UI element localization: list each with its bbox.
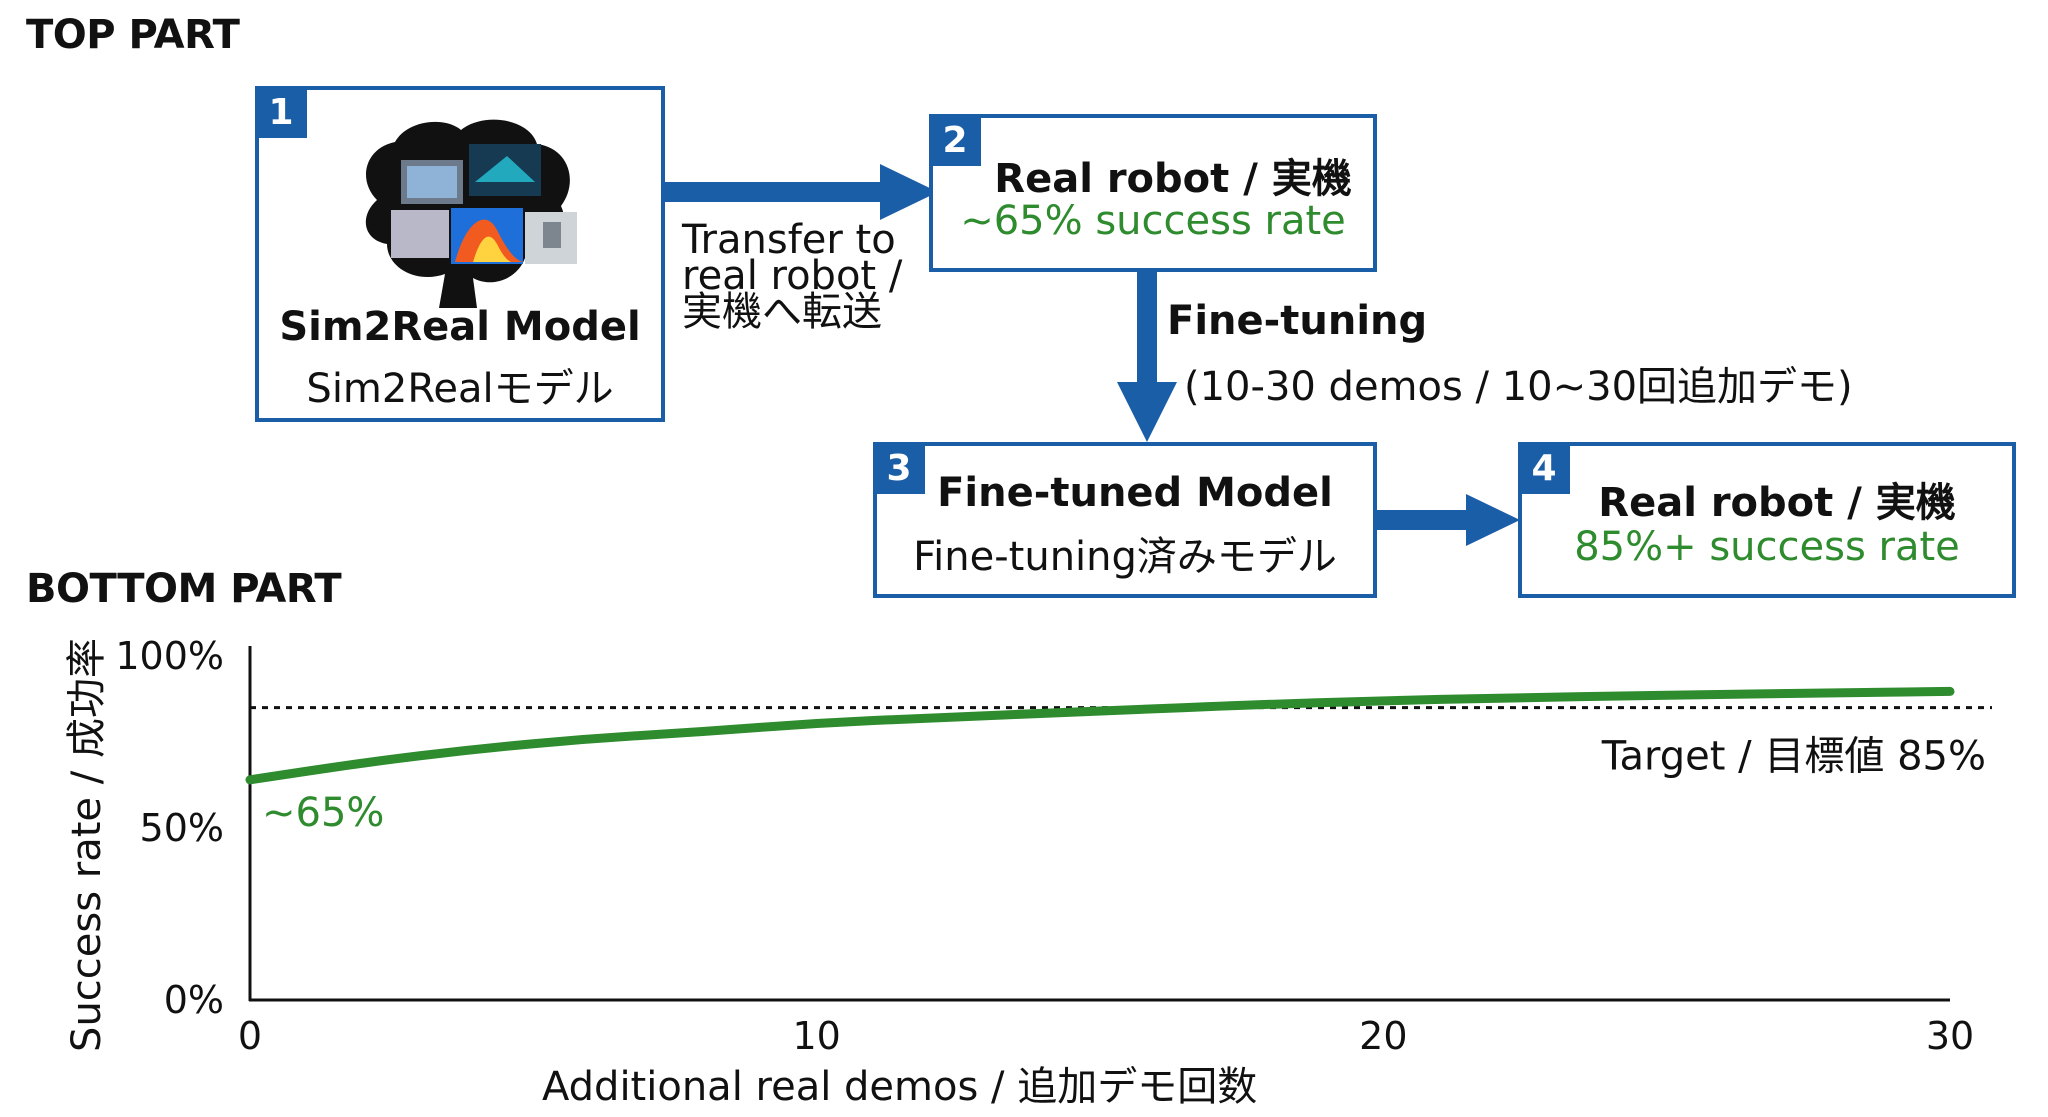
success-rate-text: ~65% success rate [960, 198, 1346, 244]
start-value-label: ~65% [262, 790, 384, 836]
bottom-section-title: BOTTOM PART [26, 566, 342, 612]
box-subtitle: Sim2Realモデル [306, 366, 614, 412]
finetune-arrow [1117, 268, 1177, 442]
finetune-title: Fine-tuning [1167, 298, 1428, 344]
x-tick-label: 20 [1359, 1014, 1407, 1058]
success-rate-chart: 0% 50% 100% 0 10 20 30 Additional real demos / … [64, 634, 1992, 1110]
sim2real-model-box: 1 Sim2Real Model Sim2Realモデル [255, 86, 665, 422]
transfer-note: Transfer to real robot / 実機へ転送 [682, 217, 903, 335]
target-label: Target / 目標値 85% [1601, 734, 1986, 780]
transfer-arrow [662, 164, 938, 220]
box-title: Real robot / 実機 [994, 156, 1352, 202]
real-robot-box: 2 Real robot / 実機 ~65% success rate [929, 114, 1377, 272]
x-tick-label: 0 [238, 1014, 262, 1058]
next-step-arrow [1374, 494, 1520, 546]
box-subtitle: Fine-tuning済みモデル [913, 534, 1337, 580]
step-number-badge: 3 [873, 442, 925, 494]
step-number-badge: 1 [255, 86, 307, 138]
success-rate-text: 85%+ success rate [1574, 524, 1960, 570]
y-tick-label: 0% [164, 978, 224, 1022]
box-title: Sim2Real Model [279, 304, 641, 350]
step-number-badge: 4 [1518, 442, 1570, 494]
box-title: Fine-tuned Model [937, 470, 1333, 516]
y-axis-label: Success rate / 成功率 [64, 638, 110, 1052]
top-section-title: TOP PART [26, 12, 240, 58]
box-title: Real robot / 実機 [1598, 480, 1956, 526]
transfer-note-line: Transfer to [682, 217, 896, 263]
finetune-detail: (10-30 demos / 10~30回追加デモ) [1184, 364, 1853, 410]
transfer-note-line: real robot / [682, 253, 903, 299]
brain-icon [365, 119, 577, 308]
x-axis-label: Additional real demos / 追加デモ回数 [542, 1064, 1257, 1110]
real-robot-result-box: 4 Real robot / 実機 85%+ success rate [1518, 442, 2016, 598]
finetuned-model-box: 3 Fine-tuned Model Fine-tuning済みモデル [873, 442, 1377, 598]
y-tick-label: 100% [115, 634, 224, 678]
success-rate-line [245, 686, 1955, 785]
x-tick-label: 10 [792, 1014, 840, 1058]
x-tick-label: 30 [1926, 1014, 1974, 1058]
step-number-badge: 2 [929, 114, 981, 166]
transfer-note-line: 実機へ転送 [682, 289, 882, 335]
y-tick-label: 50% [140, 806, 224, 850]
